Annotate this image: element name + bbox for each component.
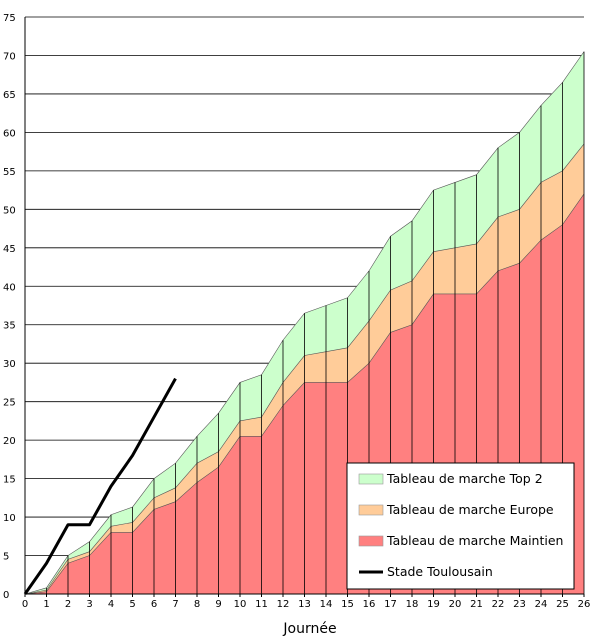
x-tick-label-8: 8 bbox=[194, 599, 200, 610]
y-tick-label-65: 65 bbox=[3, 90, 16, 101]
x-tick-label-19: 19 bbox=[427, 599, 440, 610]
x-tick-label-21: 21 bbox=[470, 599, 483, 610]
y-tick-label-40: 40 bbox=[3, 282, 16, 293]
x-tick-label-17: 17 bbox=[384, 599, 397, 610]
y-tick-label-60: 60 bbox=[3, 128, 16, 139]
legend-label-tableau-de-marche-europe: Tableau de marche Europe bbox=[386, 502, 554, 517]
x-tick-label-5: 5 bbox=[129, 599, 135, 610]
y-tick-labels: 0 5 10 15 20 25 30 35 40 45 50 55 60 65 70 75 bbox=[3, 13, 16, 601]
y-tick-label-45: 45 bbox=[3, 244, 16, 255]
legend-label-tableau-de-marche-maintien: Tableau de marche Maintien bbox=[386, 533, 563, 548]
legend-label-tableau-de-marche-top-2: Tableau de marche Top 2 bbox=[386, 471, 543, 486]
x-tick-label-6: 6 bbox=[151, 599, 157, 610]
y-tick-label-5: 5 bbox=[3, 552, 9, 563]
x-tick-label-24: 24 bbox=[535, 599, 548, 610]
legend-box bbox=[346, 462, 575, 590]
legend: Tableau de marche Top 2 Tableau de marche… bbox=[346, 462, 575, 590]
area-edge-tableau-de-marche-top-2 bbox=[24, 51, 585, 595]
legend-label-stade-toulousain: Stade Toulousain bbox=[387, 564, 493, 579]
x-tick-label-3: 3 bbox=[86, 599, 92, 610]
x-tick-label-22: 22 bbox=[492, 599, 505, 610]
x-axis-title: Journée bbox=[282, 621, 336, 637]
x-tick-label-26: 26 bbox=[578, 599, 591, 610]
x-tick-label-2: 2 bbox=[65, 599, 71, 610]
x-tick-label-23: 23 bbox=[513, 599, 526, 610]
x-tick-label-1: 1 bbox=[43, 599, 49, 610]
x-tick-label-12: 12 bbox=[277, 599, 290, 610]
y-tick-label-15: 15 bbox=[3, 475, 16, 486]
y-tick-label-55: 55 bbox=[3, 167, 16, 178]
y-tick-label-70: 70 bbox=[3, 51, 16, 62]
x-tick-label-16: 16 bbox=[363, 599, 376, 610]
x-tick-label-7: 7 bbox=[172, 599, 178, 610]
y-tick-label-75: 75 bbox=[3, 13, 16, 24]
y-tick-label-25: 25 bbox=[3, 398, 16, 409]
y-tick-label-35: 35 bbox=[3, 321, 16, 332]
vertical-dividers bbox=[46, 51, 585, 594]
x-tick-label-14: 14 bbox=[320, 599, 333, 610]
x-tick-label-9: 9 bbox=[215, 599, 221, 610]
x-tick-label-15: 15 bbox=[341, 599, 354, 610]
x-tick-labels: 0 1 2 3 4 5 6 7 8 9 10 11 12 13 14 15 16 17 18 19 20 21 22 23 24… bbox=[22, 594, 591, 610]
legend-swatch-tableau-de-marche-europe bbox=[358, 504, 384, 516]
legend-swatch-tableau-de-marche-maintien bbox=[358, 535, 384, 547]
line-stade-toulousain bbox=[23, 377, 177, 595]
y-tick-label-0: 0 bbox=[3, 590, 9, 601]
legend-swatch-tableau-de-marche-top-2 bbox=[358, 473, 384, 485]
x-tick-label-13: 13 bbox=[298, 599, 311, 610]
line-series bbox=[23, 377, 177, 595]
x-tick-label-20: 20 bbox=[449, 599, 462, 610]
x-tick-label-25: 25 bbox=[556, 599, 569, 610]
x-tick-label-10: 10 bbox=[234, 599, 247, 610]
x-tick-label-4: 4 bbox=[108, 599, 114, 610]
x-tick-label-0: 0 bbox=[22, 599, 28, 610]
y-tick-label-30: 30 bbox=[3, 359, 16, 370]
x-tick-label-11: 11 bbox=[255, 599, 268, 610]
x-tick-label-18: 18 bbox=[406, 599, 419, 610]
y-tick-label-20: 20 bbox=[3, 436, 16, 447]
y-tick-label-10: 10 bbox=[3, 513, 16, 524]
y-tick-label-50: 50 bbox=[3, 205, 16, 216]
